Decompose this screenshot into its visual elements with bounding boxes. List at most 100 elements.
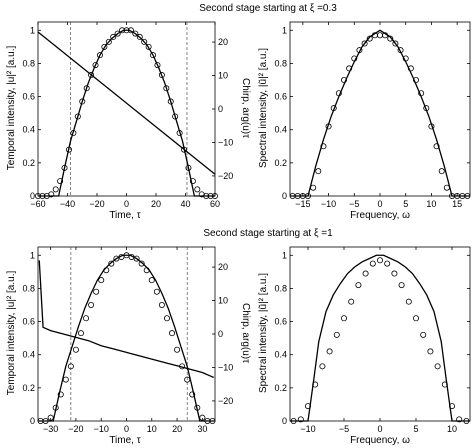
bottom-spectral-y-label: Spectral intensity, |ũ|² [a.u.] [258, 273, 269, 393]
data-marker [83, 85, 90, 92]
top-temporal-y-label: Temporal intensity, |u|² [a.u.] [6, 46, 17, 171]
data-marker [119, 27, 126, 34]
top-figure-title: Second stage starting at ξ =0.3 [199, 3, 337, 14]
bottom-figure-title: Second stage starting at ξ =1 [203, 228, 333, 239]
data-marker [441, 381, 448, 388]
data-marker [136, 33, 143, 40]
data-marker [79, 98, 86, 105]
data-marker [427, 348, 434, 355]
x-tick-label: 15 [452, 199, 462, 209]
intensity-line [290, 254, 470, 422]
y2-tick-label: 0 [218, 104, 223, 114]
data-marker [366, 35, 373, 42]
data-marker [407, 65, 414, 72]
x-tick-label: 0 [124, 424, 129, 434]
data-marker [35, 192, 42, 199]
data-marker [101, 43, 108, 50]
data-marker [325, 123, 332, 130]
data-marker [57, 178, 64, 185]
data-marker [145, 43, 152, 50]
y-tick-label: 0.6 [22, 317, 35, 327]
x-tick-label: −10 [94, 424, 109, 434]
data-marker [315, 168, 322, 175]
y-tick-label: 0.2 [274, 158, 287, 168]
data-marker [98, 277, 105, 284]
y2-tick-label: −10 [218, 362, 233, 372]
data-marker [392, 40, 399, 47]
data-marker [42, 417, 49, 424]
data-marker [340, 77, 347, 84]
data-marker [88, 301, 95, 308]
y-tick-label: 0.4 [22, 125, 35, 135]
y-tick-label: 0 [282, 416, 287, 426]
data-marker [74, 113, 81, 120]
data-marker [362, 270, 369, 277]
x-tick-label: −5 [349, 199, 359, 209]
data-marker [176, 130, 183, 137]
data-marker [143, 267, 150, 274]
y2-tick-label: −20 [218, 396, 233, 406]
data-marker [361, 40, 368, 47]
top-chirp-y-label: Chirp, arg(u)τ [240, 78, 251, 138]
data-marker [52, 186, 59, 193]
data-marker [57, 391, 64, 398]
chirp-line [38, 260, 214, 379]
data-marker [77, 330, 84, 337]
x-tick-label: 60 [210, 199, 220, 209]
data-marker [207, 192, 214, 199]
y-tick-label: 0.8 [22, 283, 35, 293]
data-marker [351, 55, 358, 62]
bottom-chirp-y-label: Chirp, arg(u)τ [240, 303, 251, 363]
data-marker [158, 301, 165, 308]
y-tick-label: 0.4 [274, 350, 287, 360]
y2-tick-label: 20 [218, 262, 228, 272]
data-marker [70, 130, 77, 137]
data-marker [194, 186, 201, 193]
data-marker [209, 417, 216, 424]
data-marker [123, 27, 130, 34]
data-marker [448, 403, 455, 410]
y2-tick-label: 20 [218, 37, 228, 47]
y-tick-label: 0.4 [274, 125, 287, 135]
top-time-x-label: Time, τ [109, 210, 140, 221]
y-tick-label: 0 [282, 191, 287, 201]
data-marker [163, 85, 170, 92]
x-tick-label: −20 [89, 199, 104, 209]
bottom-temporal-y-label: Temporal intensity, |u|² [a.u.] [6, 271, 17, 396]
y-tick-label: 0.8 [22, 58, 35, 68]
y-tick-label: 0 [30, 416, 35, 426]
bottom-freq-panel: Spectral intensity, |ũ|² [a.u.] Frequenc… [258, 246, 471, 446]
data-marker [67, 363, 74, 370]
data-marker [443, 184, 450, 191]
x-tick-label: 10 [447, 424, 457, 434]
x-tick-label: −5 [339, 424, 349, 434]
x-tick-label: −10 [321, 199, 336, 209]
y-tick-label: 0.2 [274, 383, 287, 393]
data-marker [48, 191, 55, 198]
top-freq-frame [289, 21, 471, 197]
y-tick-label: 0.2 [22, 158, 35, 168]
data-marker [423, 105, 430, 112]
y-tick-label: 1 [30, 250, 35, 260]
data-marker [92, 62, 99, 69]
y-tick-label: 0.8 [274, 283, 287, 293]
data-marker [189, 178, 196, 185]
y-tick-label: 0.6 [274, 92, 287, 102]
data-marker [297, 416, 304, 423]
chirp-line [37, 31, 216, 175]
data-marker [148, 277, 155, 284]
data-marker [376, 257, 383, 264]
x-tick-label: −15 [295, 199, 310, 209]
y-tick-label: 1 [30, 25, 35, 35]
data-marker [103, 267, 110, 274]
x-tick-label: 40 [180, 199, 190, 209]
data-marker [172, 113, 179, 120]
data-marker [65, 146, 72, 153]
data-marker [169, 330, 176, 337]
data-marker [203, 192, 210, 199]
data-marker [96, 52, 103, 59]
x-tick-label: 10 [147, 424, 157, 434]
data-marker [141, 38, 148, 45]
x-tick-label: −10 [300, 424, 315, 434]
data-marker [376, 32, 383, 39]
